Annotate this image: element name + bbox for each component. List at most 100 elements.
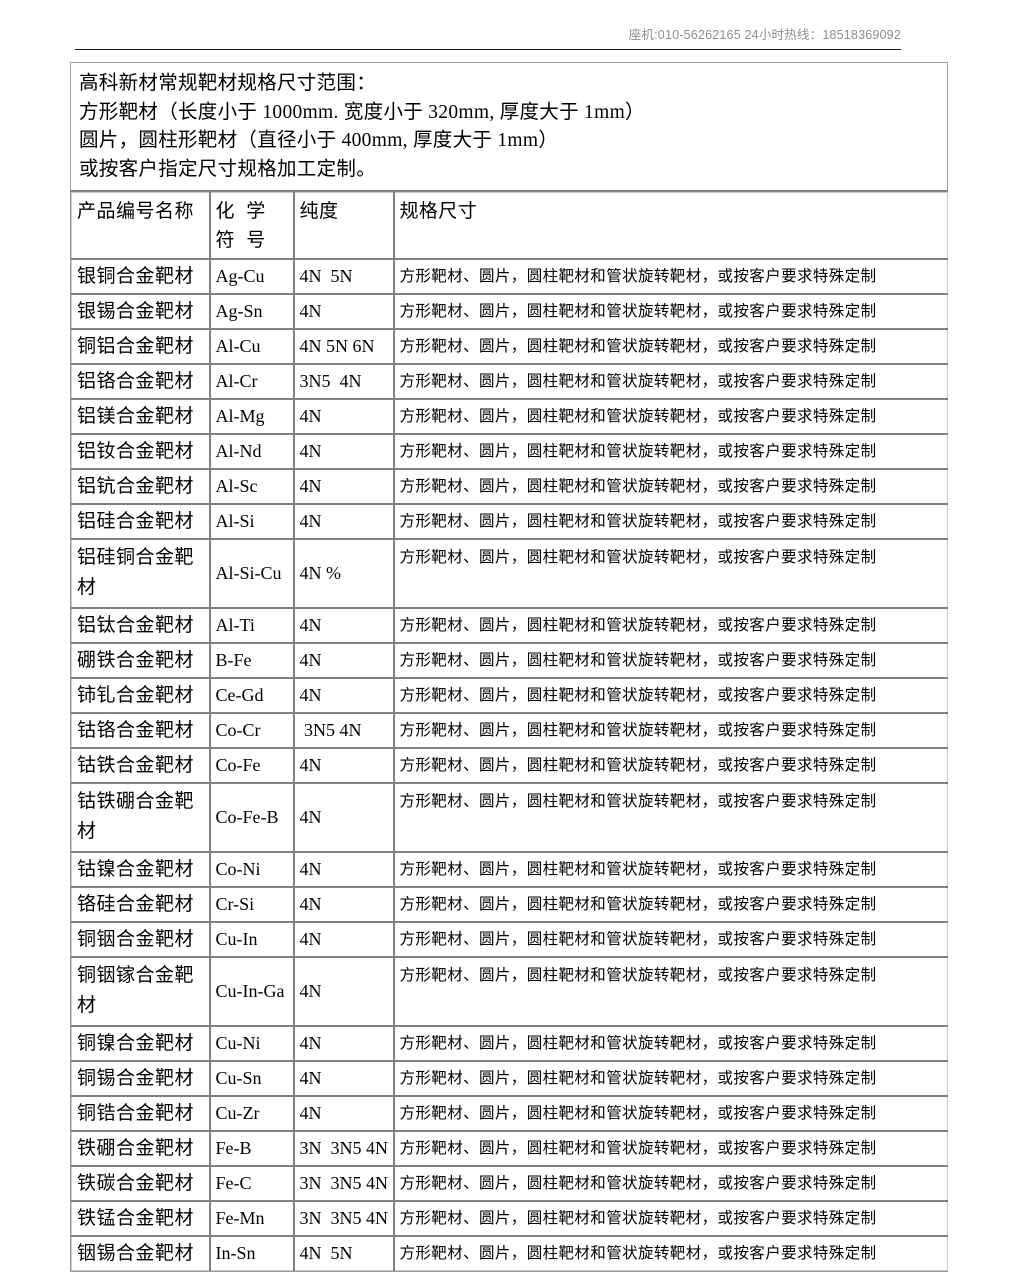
cell-product-name: 铜铟合金靶材 bbox=[71, 921, 211, 958]
cell-purity: 4N bbox=[293, 293, 395, 330]
cell-specification: 方形靶材、圆片，圆柱靶材和管状旋转靶材，或按客户要求特殊定制 bbox=[393, 747, 948, 784]
table-row: 铝钪合金靶材 Al-Sc 4N 方形靶材、圆片，圆柱靶材和管状旋转靶材，或按客户要求特… bbox=[71, 468, 948, 505]
cell-product-name: 硼铁合金靶材 bbox=[71, 642, 211, 679]
table-row: 铝钕合金靶材 Al-Nd 4N 方形靶材、圆片，圆柱靶材和管状旋转靶材，或按客户要求特… bbox=[71, 433, 948, 470]
cell-specification: 方形靶材、圆片，圆柱靶材和管状旋转靶材，或按客户要求特殊定制 bbox=[393, 956, 948, 1027]
header-contact-text: 座机:010-56262165 24小时热线：18518369092 bbox=[628, 28, 901, 42]
cell-specification: 方形靶材、圆片，圆柱靶材和管状旋转靶材，或按客户要求特殊定制 bbox=[393, 921, 948, 958]
header-divider-rule bbox=[75, 49, 901, 50]
column-header-purity: 纯度 bbox=[293, 192, 395, 260]
table-row: 铜锡合金靶材 Cu-Sn 4N 方形靶材、圆片，圆柱靶材和管状旋转靶材，或按客户要求特… bbox=[71, 1060, 948, 1097]
cell-chemical-symbol: B-Fe bbox=[209, 642, 295, 679]
cell-chemical-symbol: Fe-C bbox=[209, 1165, 295, 1202]
cell-specification: 方形靶材、圆片，圆柱靶材和管状旋转靶材，或按客户要求特殊定制 bbox=[393, 1025, 948, 1062]
cell-product-name: 钴铬合金靶材 bbox=[71, 712, 211, 749]
cell-purity: 4N bbox=[293, 398, 395, 435]
cell-chemical-symbol: Cu-Zr bbox=[209, 1095, 295, 1132]
table-row: 铜铟镓合金靶材 Cu-In-Ga 4N 方形靶材、圆片，圆柱靶材和管状旋转靶材，或按客… bbox=[71, 956, 948, 1027]
cell-specification: 方形靶材、圆片，圆柱靶材和管状旋转靶材，或按客户要求特殊定制 bbox=[393, 886, 948, 923]
cell-chemical-symbol: Al-Si-Cu bbox=[209, 538, 295, 609]
cell-chemical-symbol: In-Sn bbox=[209, 1235, 295, 1271]
cell-purity: 4N bbox=[293, 1095, 395, 1132]
table-row: 钴铬合金靶材 Co-Cr 3N5 4N 方形靶材、圆片，圆柱靶材和管状旋转靶材，或按… bbox=[71, 712, 948, 749]
cell-specification: 方形靶材、圆片，圆柱靶材和管状旋转靶材，或按客户要求特殊定制 bbox=[393, 468, 948, 505]
cell-purity: 4N bbox=[293, 886, 395, 923]
cell-purity: 4N bbox=[293, 747, 395, 784]
cell-chemical-symbol: Al-Ti bbox=[209, 607, 295, 644]
cell-purity: 3N5 4N bbox=[293, 363, 395, 400]
table-row: 铟锡合金靶材 In-Sn 4N 5N 方形靶材、圆片，圆柱靶材和管状旋转靶材，或按客户… bbox=[71, 1235, 948, 1271]
cell-chemical-symbol: Ce-Gd bbox=[209, 677, 295, 714]
table-row: 钴铁硼合金靶材 Co-Fe-B 4N 方形靶材、圆片，圆柱靶材和管状旋转靶材，或按客户… bbox=[71, 782, 948, 853]
cell-specification: 方形靶材、圆片，圆柱靶材和管状旋转靶材，或按客户要求特殊定制 bbox=[393, 1060, 948, 1097]
cell-purity: 4N bbox=[293, 851, 395, 888]
cell-purity: 4N bbox=[293, 1025, 395, 1062]
table-row: 硼铁合金靶材 B-Fe 4N 方形靶材、圆片，圆柱靶材和管状旋转靶材，或按客户要求特殊… bbox=[71, 642, 948, 679]
table-row: 银铜合金靶材 Ag-Cu 4N 5N 方形靶材、圆片，圆柱靶材和管状旋转靶材，或按客户… bbox=[71, 258, 948, 295]
cell-product-name: 铜镍合金靶材 bbox=[71, 1025, 211, 1062]
cell-specification: 方形靶材、圆片，圆柱靶材和管状旋转靶材，或按客户要求特殊定制 bbox=[393, 782, 948, 853]
cell-specification: 方形靶材、圆片，圆柱靶材和管状旋转靶材，或按客户要求特殊定制 bbox=[393, 1165, 948, 1202]
cell-purity: 4N % bbox=[293, 538, 395, 609]
spec-document-block: 高科新材常规靶材规格尺寸范围： 方形靶材（长度小于 1000mm. 宽度小于 3… bbox=[70, 62, 948, 1272]
cell-chemical-symbol: Ag-Cu bbox=[209, 258, 295, 295]
intro-line-square: 方形靶材（长度小于 1000mm. 宽度小于 320mm, 厚度大于 1mm） bbox=[79, 101, 645, 123]
cell-product-name: 铜锡合金靶材 bbox=[71, 1060, 211, 1097]
cell-chemical-symbol: Cu-In bbox=[209, 921, 295, 958]
cell-specification: 方形靶材、圆片，圆柱靶材和管状旋转靶材，或按客户要求特殊定制 bbox=[393, 1130, 948, 1167]
cell-specification: 方形靶材、圆片，圆柱靶材和管状旋转靶材，或按客户要求特殊定制 bbox=[393, 258, 948, 295]
cell-chemical-symbol: Cu-Sn bbox=[209, 1060, 295, 1097]
spec-table-body: 产品编号名称 化 学 符 号 纯度 规格尺寸 银铜合金靶材 Ag-Cu 4N 5N 方… bbox=[71, 192, 948, 1271]
cell-specification: 方形靶材、圆片，圆柱靶材和管状旋转靶材，或按客户要求特殊定制 bbox=[393, 712, 948, 749]
cell-chemical-symbol: Al-Mg bbox=[209, 398, 295, 435]
cell-chemical-symbol: Ag-Sn bbox=[209, 293, 295, 330]
table-header-row: 产品编号名称 化 学 符 号 纯度 规格尺寸 bbox=[71, 192, 948, 260]
cell-specification: 方形靶材、圆片，圆柱靶材和管状旋转靶材，或按客户要求特殊定制 bbox=[393, 293, 948, 330]
table-row: 铝铬合金靶材 Al-Cr 3N5 4N 方形靶材、圆片，圆柱靶材和管状旋转靶材，或按客… bbox=[71, 363, 948, 400]
table-row: 钴镍合金靶材 Co-Ni 4N 方形靶材、圆片，圆柱靶材和管状旋转靶材，或按客户要求特… bbox=[71, 851, 948, 888]
cell-specification: 方形靶材、圆片，圆柱靶材和管状旋转靶材，或按客户要求特殊定制 bbox=[393, 677, 948, 714]
cell-purity: 4N 5N bbox=[293, 258, 395, 295]
table-row: 铁锰合金靶材 Fe-Mn 3N 3N5 4N 方形靶材、圆片，圆柱靶材和管状旋转靶材，… bbox=[71, 1200, 948, 1237]
cell-specification: 方形靶材、圆片，圆柱靶材和管状旋转靶材，或按客户要求特殊定制 bbox=[393, 363, 948, 400]
cell-chemical-symbol: Cr-Si bbox=[209, 886, 295, 923]
cell-purity: 4N bbox=[293, 782, 395, 853]
cell-product-name: 铜铝合金靶材 bbox=[71, 328, 211, 365]
table-row: 铝硅合金靶材 Al-Si 4N 方形靶材、圆片，圆柱靶材和管状旋转靶材，或按客户要求特… bbox=[71, 503, 948, 540]
intro-line-round: 圆片，圆柱形靶材（直径小于 400mm, 厚度大于 1mm） bbox=[79, 130, 559, 151]
cell-chemical-symbol: Al-Sc bbox=[209, 468, 295, 505]
cell-purity: 4N bbox=[293, 642, 395, 679]
cell-chemical-symbol: Co-Fe bbox=[209, 747, 295, 784]
cell-product-name: 铟锡合金靶材 bbox=[71, 1235, 211, 1271]
cell-product-name: 铝镁合金靶材 bbox=[71, 398, 211, 435]
cell-product-name: 铜铟镓合金靶材 bbox=[71, 956, 211, 1027]
cell-chemical-symbol: Al-Si bbox=[209, 503, 295, 540]
table-row: 铜镍合金靶材 Cu-Ni 4N 方形靶材、圆片，圆柱靶材和管状旋转靶材，或按客户要求特… bbox=[71, 1025, 948, 1062]
table-row: 铜铟合金靶材 Cu-In 4N 方形靶材、圆片，圆柱靶材和管状旋转靶材，或按客户要求特… bbox=[71, 921, 948, 958]
cell-specification: 方形靶材、圆片，圆柱靶材和管状旋转靶材，或按客户要求特殊定制 bbox=[393, 328, 948, 365]
cell-product-name: 铁硼合金靶材 bbox=[71, 1130, 211, 1167]
cell-specification: 方形靶材、圆片，圆柱靶材和管状旋转靶材，或按客户要求特殊定制 bbox=[393, 398, 948, 435]
intro-line-title: 高科新材常规靶材规格尺寸范围： bbox=[79, 73, 377, 94]
column-header-specification: 规格尺寸 bbox=[393, 192, 948, 260]
cell-product-name: 钴铁硼合金靶材 bbox=[71, 782, 211, 853]
cell-purity: 3N 3N5 4N bbox=[293, 1130, 395, 1167]
cell-product-name: 银锡合金靶材 bbox=[71, 293, 211, 330]
cell-specification: 方形靶材、圆片，圆柱靶材和管状旋转靶材，或按客户要求特殊定制 bbox=[393, 538, 948, 609]
cell-specification: 方形靶材、圆片，圆柱靶材和管状旋转靶材，或按客户要求特殊定制 bbox=[393, 1200, 948, 1237]
cell-specification: 方形靶材、圆片，圆柱靶材和管状旋转靶材，或按客户要求特殊定制 bbox=[393, 1095, 948, 1132]
table-row: 铜锆合金靶材 Cu-Zr 4N 方形靶材、圆片，圆柱靶材和管状旋转靶材，或按客户要求特… bbox=[71, 1095, 948, 1132]
cell-purity: 4N bbox=[293, 677, 395, 714]
cell-chemical-symbol: Cu-Ni bbox=[209, 1025, 295, 1062]
cell-purity: 4N 5N bbox=[293, 1235, 395, 1271]
cell-chemical-symbol: Fe-Mn bbox=[209, 1200, 295, 1237]
cell-specification: 方形靶材、圆片，圆柱靶材和管状旋转靶材，或按客户要求特殊定制 bbox=[393, 1235, 948, 1271]
cell-product-name: 铈钆合金靶材 bbox=[71, 677, 211, 714]
table-row: 铬硅合金靶材 Cr-Si 4N 方形靶材、圆片，圆柱靶材和管状旋转靶材，或按客户要求特… bbox=[71, 886, 948, 923]
target-material-spec-table: 产品编号名称 化 学 符 号 纯度 规格尺寸 银铜合金靶材 Ag-Cu 4N 5N 方… bbox=[71, 192, 948, 1271]
cell-chemical-symbol: Co-Ni bbox=[209, 851, 295, 888]
table-row: 银锡合金靶材 Ag-Sn 4N 方形靶材、圆片，圆柱靶材和管状旋转靶材，或按客户要求特… bbox=[71, 293, 948, 330]
intro-line-custom: 或按客户指定尺寸规格加工定制。 bbox=[79, 158, 377, 180]
table-row: 铜铝合金靶材 Al-Cu 4N 5N 6N 方形靶材、圆片，圆柱靶材和管状旋转靶材，或… bbox=[71, 328, 948, 365]
